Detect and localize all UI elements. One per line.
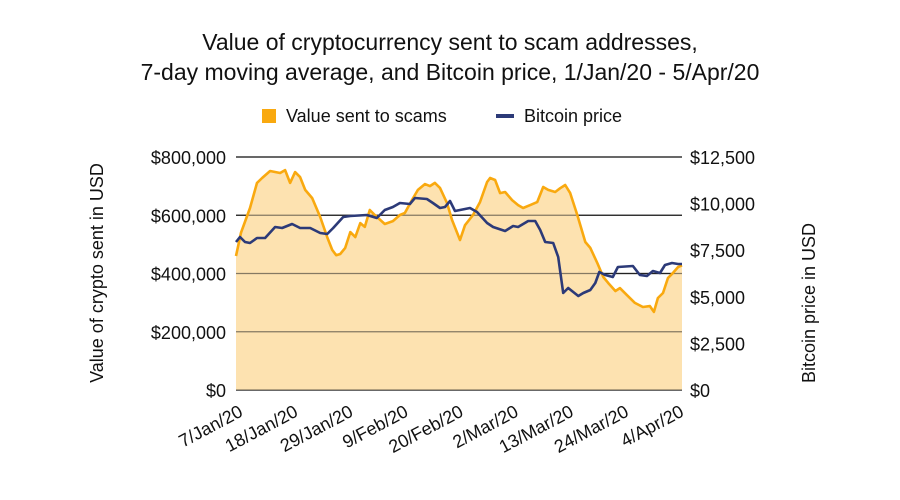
left-tick-label: $600,000 [151, 206, 226, 226]
right-tick-label: $12,500 [690, 148, 755, 168]
x-axis-ticks: 7/Jan/2018/Jan/2029/Jan/209/Feb/2020/Feb… [176, 401, 687, 457]
left-tick-label: $800,000 [151, 148, 226, 168]
left-axis-ticks: $0 $200,000 $400,000 $600,000 $800,000 [151, 148, 226, 401]
scams-area [236, 170, 682, 390]
left-tick-label: $200,000 [151, 323, 226, 343]
x-tick-label: 4/Apr/20 [617, 401, 686, 451]
right-axis-ticks: $0 $2,500 $5,000 $7,500 $10,000 $12,500 [690, 148, 755, 401]
right-tick-label: $10,000 [690, 195, 755, 215]
right-tick-label: $5,000 [690, 288, 745, 308]
legend-swatch-scams [262, 109, 276, 123]
scams-line [234, 168, 683, 314]
chart-title-line-2: 7-day moving average, and Bitcoin price,… [141, 59, 760, 85]
right-tick-label: $7,500 [690, 241, 745, 261]
left-tick-label: $0 [206, 381, 226, 401]
gridlines-overlay [236, 156, 682, 391]
left-axis-title: Value of crypto sent in USD [87, 163, 107, 383]
left-tick-label: $400,000 [151, 265, 226, 285]
legend: Value sent to scams Bitcoin price [262, 106, 622, 126]
bitcoin-line [234, 196, 682, 298]
right-tick-label: $0 [690, 381, 710, 401]
legend-label-scams: Value sent to scams [286, 106, 447, 126]
right-tick-label: $2,500 [690, 334, 745, 354]
chart-title-line-1: Value of cryptocurrency sent to scam add… [202, 29, 698, 55]
right-axis-title: Bitcoin price in USD [799, 223, 819, 383]
legend-label-bitcoin: Bitcoin price [524, 106, 622, 126]
